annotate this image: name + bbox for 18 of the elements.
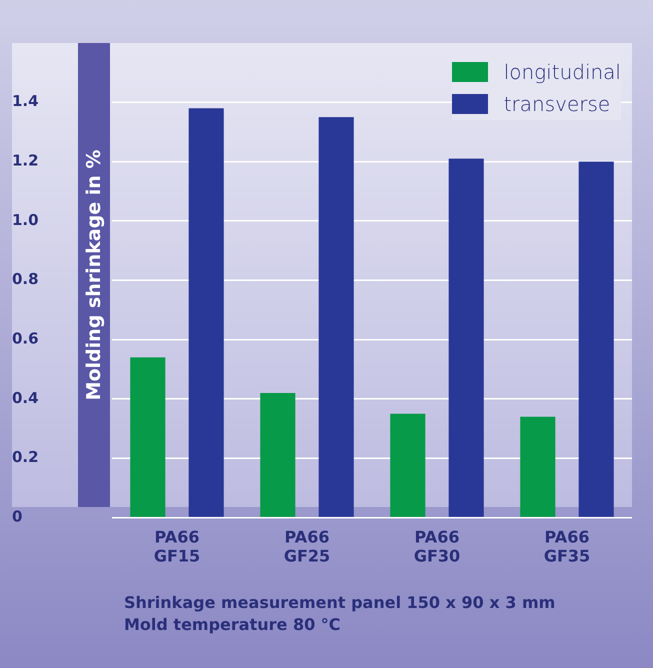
y-tick-label: 0.2 <box>12 448 39 466</box>
x-tick-label: PA66 GF35 <box>544 527 590 566</box>
text: Mold temperature 80 °C <box>124 614 342 636</box>
y-axis-title: Molding shrinkage in % <box>83 150 105 400</box>
label-strip: Molding shrinkage in % <box>78 43 110 507</box>
y-tick-label: 1.0 <box>12 210 39 229</box>
y-tick-label: 1.2 <box>12 152 39 170</box>
x-tick-label: PA66 GF15 <box>154 527 200 566</box>
legend-label: longitudinal <box>504 60 621 84</box>
legend-label: transverse <box>504 92 610 116</box>
y-tick-label: 0.6 <box>12 330 39 348</box>
y-tick-label: 1.4 <box>12 92 39 110</box>
y-tick-label: 0 <box>12 507 22 526</box>
y-tick-label: 0.8 <box>12 270 39 288</box>
x-tick-label: PA66 GF25 <box>284 527 330 566</box>
x-tick-label: PA66 GF30 <box>414 527 460 566</box>
y-tick-label: 0.4 <box>12 388 39 407</box>
text: Shrinkage measurement panel 150 x 90 x 3 mm <box>124 592 556 614</box>
